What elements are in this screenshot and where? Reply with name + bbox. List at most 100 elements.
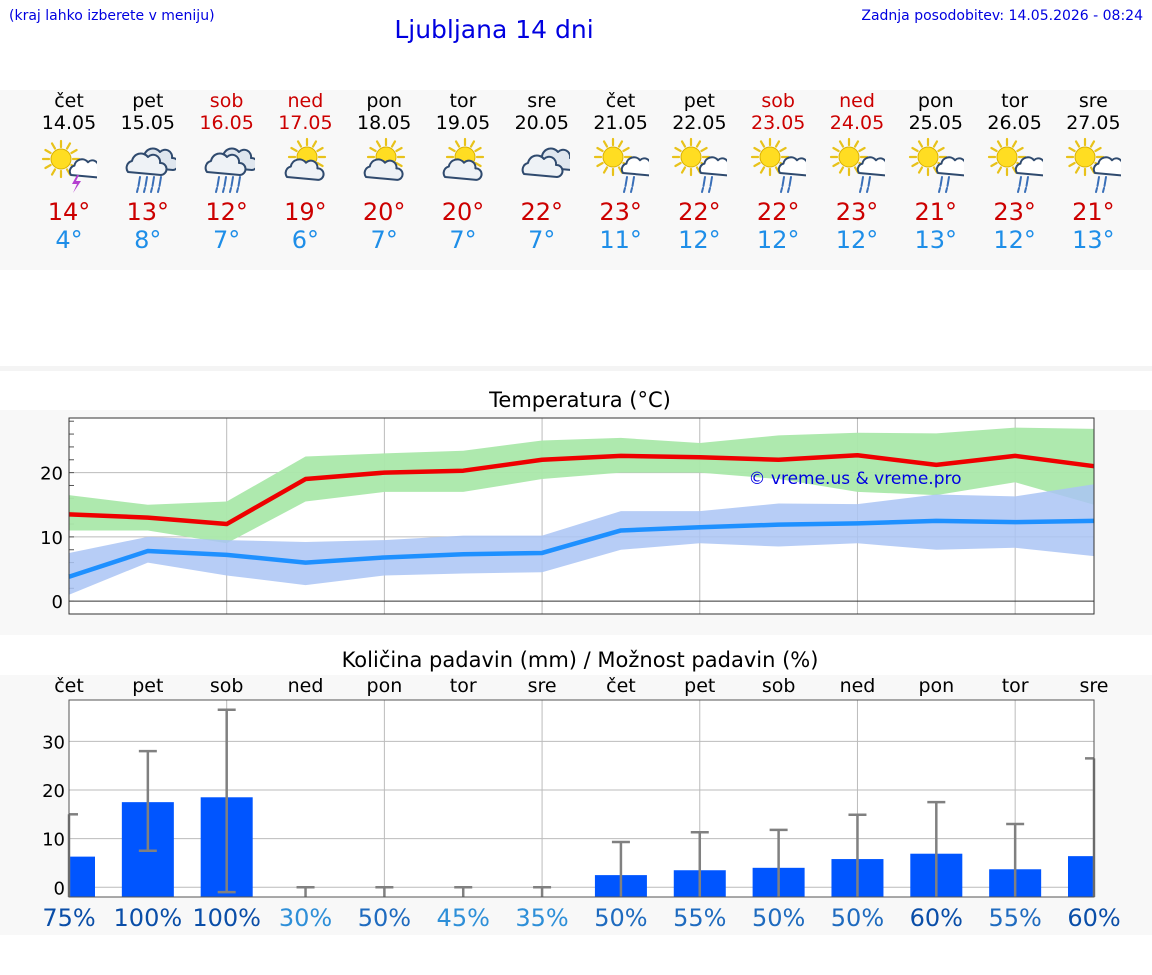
sun-cloud-icon [363, 137, 406, 181]
day-name: čet [54, 90, 84, 112]
day-name: sre [527, 90, 557, 112]
min-temperature: 13° [914, 226, 958, 254]
x-tick-label: pon [918, 675, 954, 697]
min-temperature: 12° [835, 226, 879, 254]
day-name: pet [132, 90, 164, 112]
precip-chart: čet pet sob ned pon tor sre čet pet sob ned pon tor s… [42, 675, 1121, 932]
max-temperature: 13° [126, 198, 170, 226]
day-name: sob [209, 90, 244, 112]
day-name: čet [605, 90, 636, 112]
y-tick-label: 20 [40, 464, 63, 485]
watermark: © vreme.us & vreme.pro [748, 469, 961, 489]
min-temperature: 12° [678, 226, 721, 254]
day-date: 23.05 [750, 112, 806, 134]
day-column: čet 21.05 23° 11° [581, 90, 660, 254]
day-date: 18.05 [356, 112, 412, 134]
precip-probability: 50% [752, 904, 805, 932]
max-temperature: 22° [678, 198, 721, 226]
min-temperature: 6° [291, 226, 320, 254]
precip-probability: 55% [673, 904, 726, 932]
x-tick-label: tor [1002, 675, 1029, 697]
max-temperature-line [68, 453, 1095, 527]
min-temperature: 8° [134, 226, 162, 254]
x-tick-label: čet [606, 675, 636, 697]
temperature-chart: 0 10 20 © vreme.us & vreme.pro [40, 417, 1095, 615]
sun-cloud-rain-icon [987, 137, 1043, 193]
max-temperature: 23° [993, 198, 1036, 226]
day-column: ned 17.05 19° 6° [266, 90, 345, 254]
precip-probability: 60% [1067, 904, 1120, 932]
min-temperature: 11° [599, 226, 642, 254]
day-date: 21.05 [593, 112, 648, 134]
precip-probability: 50% [358, 904, 411, 932]
precip-probability: 45% [437, 904, 490, 932]
sun-cloud-rain-icon [593, 137, 649, 193]
x-tick-label: čet [54, 675, 84, 697]
day-column: sob 23.05 22° 12° [739, 90, 818, 254]
day-date: 16.05 [199, 112, 254, 134]
y-tick-label: 30 [42, 732, 65, 753]
heavy-rain-cloud-icon [125, 147, 176, 193]
day-column: pet 15.05 13° 8° [108, 90, 187, 254]
y-tick-label: 10 [42, 830, 65, 851]
max-temperature: 22° [756, 198, 800, 226]
precip-bar [69, 856, 95, 897]
max-temperature: 23° [835, 198, 879, 226]
divider [0, 366, 1152, 371]
day-name: sob [761, 90, 795, 112]
last-updated: Zadnja posodobitev: 14.05.2026 - 08:24 [861, 8, 1143, 24]
precip-bar [1068, 856, 1094, 897]
max-temperature: 14° [47, 198, 91, 226]
max-temperature: 12° [205, 198, 248, 226]
day-name: pon [366, 90, 403, 112]
day-date: 22.05 [672, 112, 727, 134]
min-temperature: 7° [449, 226, 477, 254]
temperature-chart-title: Temperatura (°C) [489, 388, 671, 412]
min-temperature: 13° [1072, 226, 1115, 254]
x-tick-label: sob [210, 675, 244, 697]
precip-probability: 50% [831, 904, 884, 932]
y-tick-label: 20 [42, 781, 65, 802]
day-date: 25.05 [908, 112, 963, 134]
day-date: 15.05 [120, 112, 175, 134]
day-date: 17.05 [278, 112, 333, 134]
day-column: pon 25.05 21° 13° [896, 90, 975, 254]
day-column: tor 19.05 20° 7° [424, 90, 503, 254]
day-column: pon 18.05 20° 7° [345, 90, 424, 254]
x-tick-label: ned [288, 675, 324, 697]
sun-cloud-icon [442, 137, 485, 181]
header-hint: (kraj lahko izberete v meniju) [9, 8, 215, 24]
max-temperature: 20° [362, 198, 406, 226]
precip-probability: 100% [114, 904, 183, 932]
day-date: 19.05 [435, 112, 491, 134]
sun-cloud-icon [285, 137, 327, 181]
day-name: pet [683, 90, 715, 112]
x-tick-label: pet [684, 675, 715, 697]
day-name: tor [449, 90, 477, 112]
max-temperature: 20° [441, 198, 485, 226]
day-column: pet 22.05 22° 12° [660, 90, 739, 254]
min-temperature: 12° [993, 226, 1036, 254]
y-tick-label: 10 [40, 528, 63, 549]
max-temperature: 21° [914, 198, 958, 226]
min-temperature-line [68, 518, 1095, 579]
plot-frame [68, 417, 1095, 615]
forecast-band [0, 90, 1152, 270]
day-name: pon [917, 90, 954, 112]
sun-cloud-rain-icon [829, 137, 885, 193]
max-temperature: 22° [520, 198, 564, 226]
plot-frame [68, 699, 1095, 898]
sun-cloud-rain-icon [751, 137, 807, 193]
max-temperature: 23° [599, 198, 642, 226]
y-tick-label: 0 [52, 592, 63, 613]
day-date: 27.05 [1066, 112, 1121, 134]
precip-chart-title: Količina padavin (mm) / Možnost padavin … [341, 648, 819, 672]
day-name: ned [839, 90, 875, 112]
y-tick-label: 0 [54, 878, 65, 899]
precip-probability: 60% [910, 904, 963, 932]
precip-probability: 100% [192, 904, 261, 932]
sun-cloud-rain-icon [908, 137, 964, 193]
day-name: sre [1078, 90, 1108, 112]
day-date: 14.05 [41, 112, 97, 134]
heavy-rain-cloud-icon [204, 147, 255, 193]
